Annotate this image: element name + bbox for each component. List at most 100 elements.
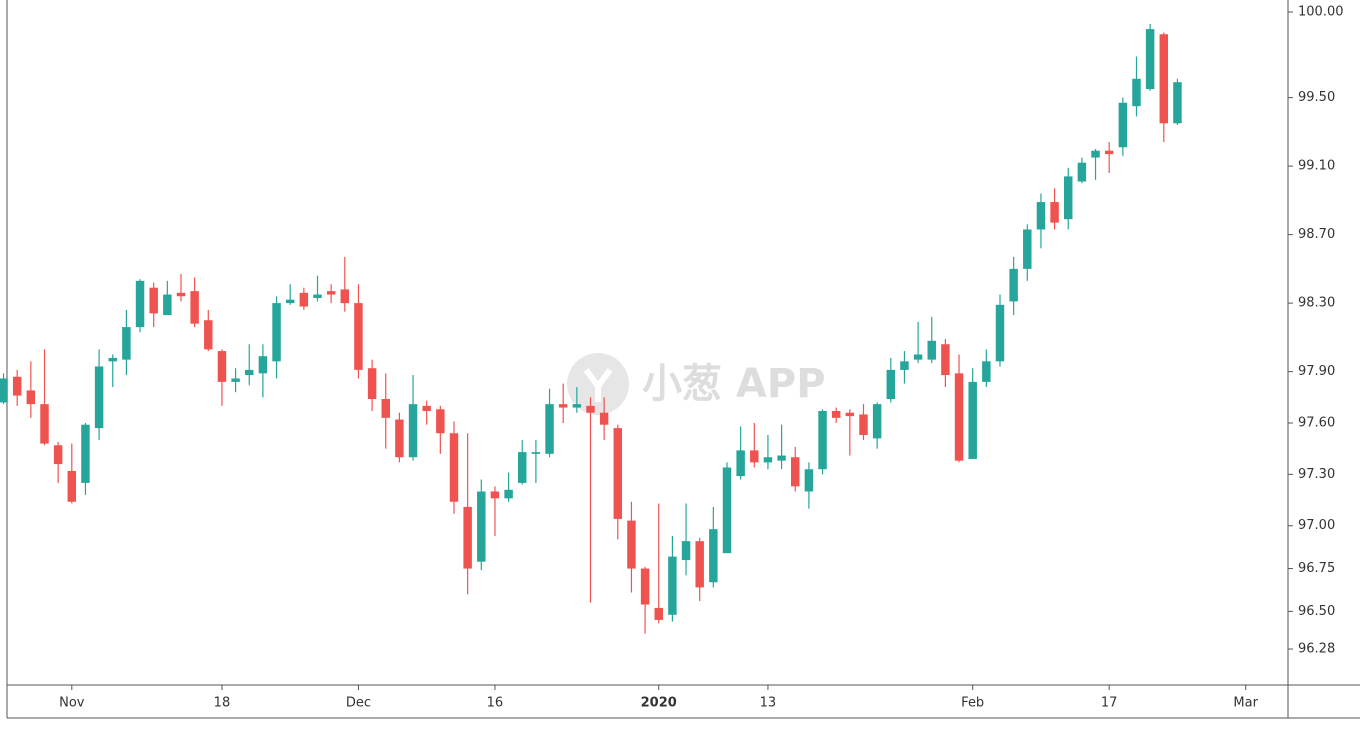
- candle-body: [0, 378, 8, 403]
- candle-body: [1118, 102, 1128, 148]
- candle-body: [53, 445, 63, 465]
- x-tick-label: Feb: [961, 696, 984, 711]
- x-tick-label: 18: [214, 696, 231, 711]
- candle-body: [995, 304, 1005, 362]
- candle-body: [613, 428, 623, 519]
- candle-body: [26, 390, 36, 405]
- candle-body: [1091, 150, 1100, 158]
- candle-body: [845, 412, 855, 417]
- x-tick-label: Mar: [1233, 696, 1258, 711]
- candle-body: [272, 303, 281, 362]
- x-tick-label: Dec: [346, 696, 371, 711]
- candle-body: [395, 419, 404, 458]
- candle-body: [285, 299, 295, 304]
- x-tick-label: Nov: [59, 696, 85, 711]
- candle-body: [67, 470, 77, 502]
- candle-body: [558, 404, 568, 408]
- candle-body: [859, 414, 868, 435]
- candle-body: [982, 361, 991, 382]
- candle-body: [1159, 34, 1169, 124]
- y-tick-label: 99.10: [1298, 159, 1335, 174]
- candle-body: [354, 303, 363, 370]
- candle-body: [108, 357, 117, 362]
- y-tick-label: 98.30: [1298, 296, 1335, 311]
- watermark-logo-mark: [583, 368, 613, 402]
- candle-body: [135, 280, 145, 328]
- candle-body: [367, 368, 377, 400]
- candle-body: [176, 292, 186, 297]
- candle-body: [886, 369, 896, 400]
- candle-body: [572, 404, 582, 408]
- candle-body: [695, 541, 704, 588]
- candle-body: [927, 340, 936, 360]
- candle-body: [381, 399, 390, 418]
- candle-body: [763, 457, 773, 463]
- candle-body: [518, 452, 527, 483]
- watermark: 小葱 APP: [567, 353, 826, 415]
- candle-body: [190, 291, 199, 324]
- candle-body: [900, 361, 909, 370]
- watermark-text: 小葱 APP: [642, 361, 826, 407]
- candle-body: [1173, 82, 1182, 124]
- candle-body: [954, 373, 964, 461]
- x-tick-label: 17: [1101, 696, 1118, 711]
- candle-body: [640, 568, 650, 605]
- candle-body: [204, 320, 213, 350]
- candle-body: [463, 506, 472, 569]
- candle-body: [872, 404, 882, 439]
- candle-body: [313, 294, 322, 298]
- candle-body: [40, 404, 49, 444]
- candle-body: [408, 404, 418, 458]
- x-tick-label: 2020: [641, 696, 677, 711]
- y-tick-label: 99.50: [1298, 90, 1335, 105]
- candle-body: [777, 455, 786, 461]
- candle-body: [681, 541, 691, 560]
- candle-body: [1104, 150, 1114, 155]
- candle-body: [1050, 202, 1059, 223]
- candle-body: [1023, 229, 1032, 269]
- candle-body: [231, 378, 240, 382]
- y-tick-label: 96.50: [1298, 604, 1335, 619]
- y-tick-label: 97.30: [1298, 467, 1335, 482]
- candle-body: [81, 424, 90, 483]
- candle-body: [804, 469, 814, 492]
- candle-body: [340, 289, 350, 304]
- candle-body: [122, 327, 131, 360]
- candle-body: [599, 412, 609, 425]
- candle-body: [913, 354, 923, 360]
- candle-body: [1064, 176, 1073, 220]
- candle-body: [245, 369, 254, 376]
- candle-body: [422, 405, 431, 411]
- candle-body: [709, 529, 718, 583]
- candle-body: [436, 409, 445, 434]
- candle-body: [163, 294, 172, 316]
- candle-body: [490, 491, 500, 499]
- candle-body: [831, 411, 841, 418]
- candle-body: [477, 491, 486, 562]
- candle-body: [299, 292, 309, 307]
- candle-body: [1145, 29, 1155, 90]
- candle-body: [504, 489, 513, 499]
- y-tick-label: 97.90: [1298, 364, 1335, 379]
- candle-body: [1009, 268, 1018, 302]
- candle-body: [1077, 162, 1087, 182]
- y-tick-label: 97.60: [1298, 415, 1335, 430]
- candle-body: [750, 450, 759, 463]
- candle-body: [668, 556, 677, 615]
- candle-body: [736, 450, 745, 477]
- candle-body: [1132, 78, 1141, 107]
- candle-body: [94, 366, 104, 429]
- candle-body: [149, 287, 158, 314]
- candle-body: [258, 356, 268, 374]
- x-tick-label: 16: [487, 696, 504, 711]
- candle-body: [791, 457, 800, 487]
- candle-body: [217, 351, 227, 382]
- x-tick-label: 13: [760, 696, 777, 711]
- candle-body: [586, 405, 595, 413]
- y-tick-label: 96.28: [1298, 642, 1335, 657]
- candle-body: [722, 467, 732, 554]
- candle-body: [654, 607, 663, 620]
- candle-body: [326, 291, 336, 295]
- candle-body: [531, 452, 541, 454]
